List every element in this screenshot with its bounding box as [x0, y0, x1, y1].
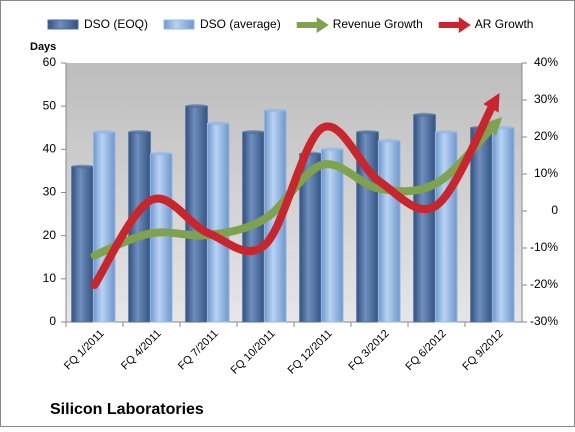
y2-tick-label: 10% [534, 166, 558, 180]
y-tick-label: 60 [43, 55, 57, 69]
y-tick-label: 20 [43, 228, 57, 242]
y2-tick-label: 0 [551, 203, 558, 217]
bar-cap [207, 121, 230, 126]
y-axis-label: Days [30, 41, 56, 53]
bar [413, 114, 436, 323]
legend-label: AR Growth [475, 17, 534, 31]
bar-cap [435, 130, 458, 135]
legend-arrow [316, 17, 329, 33]
bar-cap [356, 130, 379, 135]
legend-label: DSO (EOQ) [84, 17, 148, 31]
y2-tick-label: -30% [530, 314, 558, 328]
bar-cap [321, 147, 344, 152]
y2-tick-label: 30% [534, 92, 558, 106]
y-tick-label: 40 [43, 142, 57, 156]
chart-title: Silicon Laboratories [50, 401, 204, 418]
y-tick-label: 10 [43, 271, 57, 285]
legend-label: Revenue Growth [333, 17, 423, 31]
bar-cap [185, 104, 208, 109]
bar-cap [93, 130, 116, 135]
bar-cap [71, 164, 94, 169]
bar-cap [413, 112, 436, 117]
legend-label: DSO (average) [200, 17, 281, 31]
bar-cap [242, 130, 265, 135]
bar [434, 131, 458, 323]
bar [320, 148, 344, 323]
bar [71, 166, 94, 323]
bar-cap [150, 151, 173, 156]
y-tick-label: 50 [43, 98, 57, 112]
y2-tick-label: 40% [534, 55, 558, 69]
bar [92, 131, 116, 323]
bar [377, 140, 401, 323]
legend-swatch [163, 19, 195, 30]
y2-tick-label: 20% [534, 129, 558, 143]
y2-tick-label: -20% [530, 277, 558, 291]
line [90, 117, 503, 260]
bar-cap [264, 108, 287, 113]
bar [206, 122, 230, 323]
bar [149, 153, 173, 323]
legend-swatch [47, 19, 79, 30]
y-tick-label: 0 [49, 314, 56, 328]
bar-cap [378, 138, 401, 143]
bar [491, 127, 515, 323]
legend-arrow [458, 17, 471, 33]
y-tick-label: 30 [43, 185, 57, 199]
line [90, 92, 500, 289]
y2-tick-label: -10% [530, 240, 558, 254]
bar [470, 127, 493, 323]
bar-cap [128, 130, 151, 135]
